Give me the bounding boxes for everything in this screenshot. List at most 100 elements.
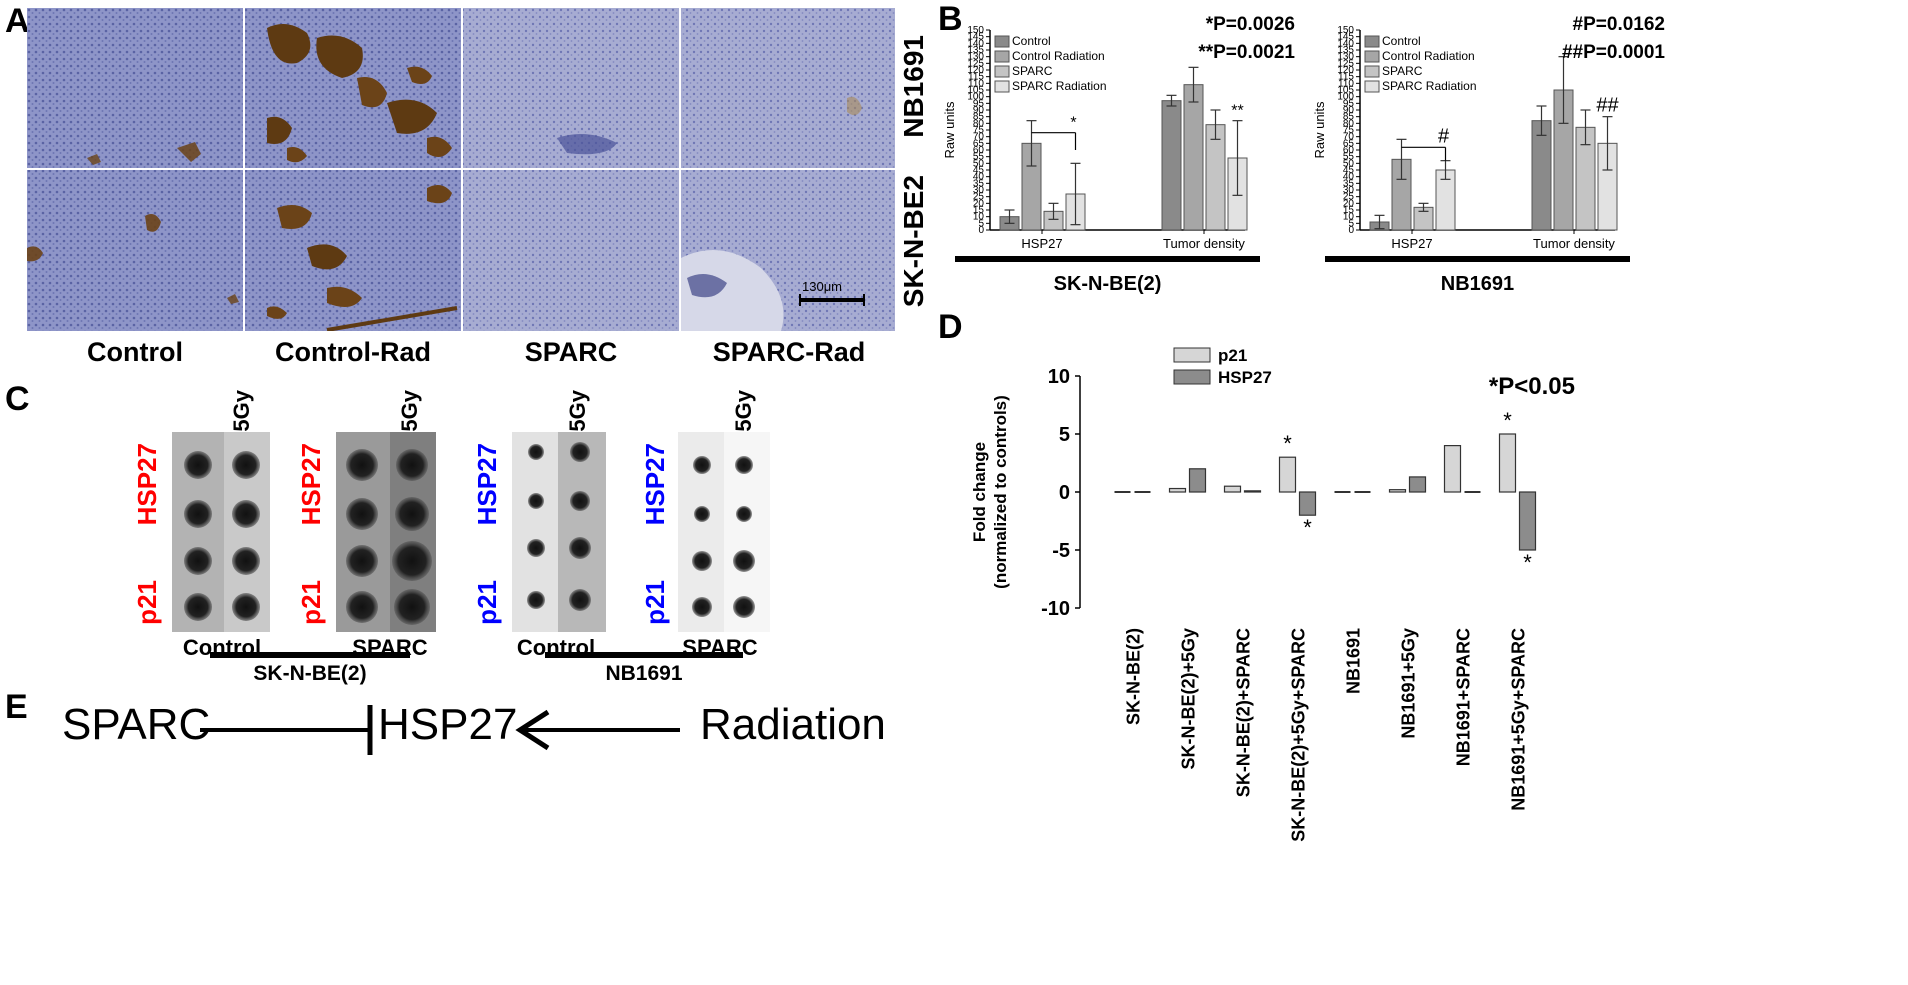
column-label-sparc-rad: SPARC-Rad <box>712 337 866 367</box>
panel-label-b: B <box>938 0 963 38</box>
bar <box>1168 487 1187 493</box>
cell-line-bar <box>1325 256 1630 262</box>
legend-swatch <box>994 35 1010 48</box>
y-tick-label: 15 <box>1343 205 1355 216</box>
legend-label: SPARC <box>1382 64 1423 78</box>
category-label: HSP27 <box>1021 236 1062 251</box>
category-label: Tumor density <box>1163 236 1245 251</box>
legend-label: p21 <box>1218 346 1247 365</box>
y-tick-label: 75 <box>973 125 985 136</box>
y-tick-label: 55 <box>1343 152 1355 163</box>
y-tick-label: 0 <box>1059 482 1070 504</box>
y-tick-label: 80 <box>1343 118 1355 129</box>
y-tick-label: 55 <box>973 152 985 163</box>
y-tick-label: 40 <box>1343 172 1355 183</box>
bar <box>1498 433 1517 493</box>
legend-swatch <box>994 80 1010 93</box>
chart-fold-change: -10 -5 0 5 10 Fold change (normalized to contr… <box>970 346 1575 842</box>
y-axis-label: Fold change <box>970 442 989 542</box>
blot-4-dose: 5Gy <box>731 390 756 432</box>
y-tick-label: 115 <box>1338 72 1354 83</box>
y-tick-label: 10 <box>1343 212 1355 223</box>
blot-3-label-p21: p21 <box>472 580 502 625</box>
y-tick-label: 90 <box>973 105 985 116</box>
legend-label: SPARC <box>1012 64 1053 78</box>
y-tick-label: 30 <box>973 185 985 196</box>
legend-label: Control Radiation <box>1382 49 1475 63</box>
blot-4-label-hsp27: HSP27 <box>640 443 670 526</box>
y-tick-label: 50 <box>973 158 985 169</box>
y-tick-label: 10 <box>1048 366 1070 388</box>
blot-3-condition: Control <box>516 635 596 660</box>
y-tick-label: 15 <box>973 205 985 216</box>
y-tick-label: 125 <box>1337 58 1354 69</box>
y-tick-label: 105 <box>1337 85 1354 96</box>
p-value: *P<0.05 <box>1489 373 1575 400</box>
blot-2-dose: 5Gy <box>397 390 422 432</box>
legend-swatch <box>1173 369 1211 385</box>
y-tick-label: 45 <box>1343 165 1355 176</box>
y-tick-label: 65 <box>1343 138 1355 149</box>
y-axis-label: Raw units <box>942 101 957 159</box>
bar <box>1278 456 1297 493</box>
significance-mark: * <box>1283 431 1292 456</box>
bar <box>1205 124 1226 231</box>
bar <box>1243 490 1262 493</box>
legend-swatch <box>1364 80 1380 93</box>
y-tick-label: 60 <box>973 145 985 156</box>
y-tick-label: 135 <box>1337 45 1354 56</box>
histology-image <box>27 8 895 331</box>
category-label: HSP27 <box>1391 236 1432 251</box>
bar <box>1408 476 1427 493</box>
y-tick-label: -10 <box>1041 598 1070 620</box>
y-tick-label: 70 <box>973 132 985 143</box>
significance-mark: * <box>1070 115 1076 132</box>
activation-arrow <box>515 709 680 751</box>
significance-mark: # <box>1438 125 1450 147</box>
blot-group-nb1691: NB1691 <box>605 662 683 685</box>
y-tick-label: 60 <box>1343 145 1355 156</box>
blot-3-dose: 5Gy <box>565 390 590 432</box>
category-label: SK-N-BE(2)+5Gy <box>1179 628 1199 770</box>
blot-1-condition: Control <box>182 635 262 660</box>
y-tick-label: 70 <box>1343 132 1355 143</box>
y-tick-label: 25 <box>973 192 985 203</box>
pathway-hsp27: HSP27 <box>378 700 518 749</box>
y-axis-label: (normalized to controls) <box>991 395 1010 589</box>
legend-label: Control Radiation <box>1012 49 1105 63</box>
row-label-nb1691: NB1691 <box>898 35 929 138</box>
y-axis-label: Raw units <box>1312 101 1327 159</box>
blot-4-dots <box>692 456 755 618</box>
bar <box>1188 468 1207 493</box>
y-tick-label: 145 <box>1337 32 1354 43</box>
blot-1-dots <box>184 451 260 621</box>
y-tick-label: 130 <box>967 52 984 63</box>
y-tick-label: -5 <box>1052 540 1070 562</box>
y-tick-label: 130 <box>1337 52 1354 63</box>
legend-swatch <box>1173 347 1211 363</box>
blot-4-label-p21: p21 <box>640 580 670 625</box>
pathway-radiation: Radiation <box>700 700 886 749</box>
significance-mark: * <box>1503 408 1512 433</box>
category-label: SK-N-BE(2)+SPARC <box>1234 628 1254 797</box>
panel-label-c: C <box>5 380 30 418</box>
chart-sk-n-be2: 0510152025303540455055606570758085909510… <box>942 14 1295 295</box>
chart-title: SK-N-BE(2) <box>1054 273 1162 295</box>
inhibition-arrow <box>200 705 373 755</box>
y-tick-label: 120 <box>967 65 984 76</box>
blot-4-condition: SPARC <box>682 635 758 660</box>
p-value: **P=0.0021 <box>1198 42 1295 63</box>
y-tick-label: 95 <box>1343 98 1355 109</box>
significance-mark: * <box>1303 515 1312 540</box>
y-tick-label: 145 <box>967 32 984 43</box>
bar <box>1531 120 1552 231</box>
blot-3-dots <box>527 442 591 611</box>
dot-blot-panel <box>172 432 770 658</box>
y-tick-label: 75 <box>1343 125 1355 136</box>
y-tick-label: 115 <box>968 72 984 83</box>
y-tick-label: 40 <box>973 172 985 183</box>
y-tick-label: 95 <box>973 98 985 109</box>
column-label-control: Control <box>87 337 183 367</box>
y-tick-label: 30 <box>1343 185 1355 196</box>
significance-mark: * <box>1523 550 1532 575</box>
